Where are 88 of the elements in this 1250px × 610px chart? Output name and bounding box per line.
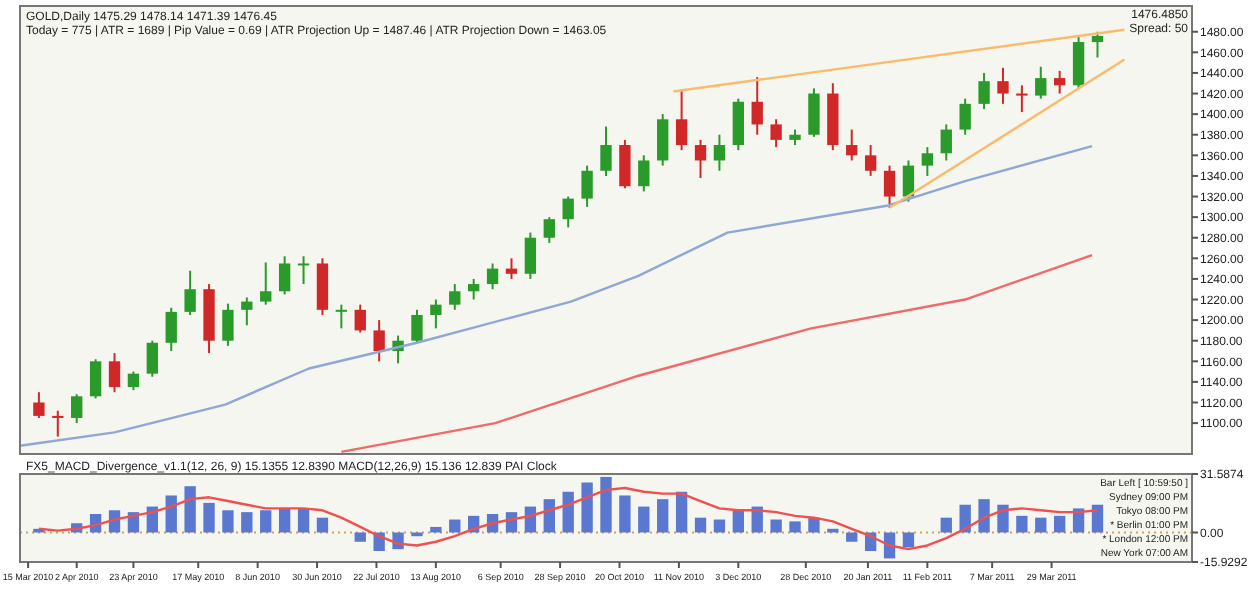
bar <box>562 491 574 533</box>
candlestick <box>430 298 442 330</box>
bar <box>241 512 253 533</box>
candlestick <box>411 308 423 344</box>
bar <box>600 476 612 533</box>
candlestick <box>373 319 385 363</box>
candlestick <box>1072 34 1085 90</box>
bar <box>638 506 650 533</box>
bar <box>846 532 858 542</box>
candlestick <box>675 88 688 152</box>
candlestick <box>619 138 631 190</box>
line-series <box>37 486 1099 551</box>
candlestick <box>1035 65 1047 100</box>
candlestick <box>808 87 820 138</box>
candlestick <box>1091 30 1104 59</box>
bar <box>657 499 669 533</box>
candlestick <box>657 113 669 167</box>
bar <box>713 519 726 533</box>
bar <box>316 517 329 533</box>
bar <box>619 495 631 533</box>
bar <box>959 504 971 533</box>
candlestick <box>33 391 45 419</box>
bar <box>184 486 196 533</box>
candlestick <box>449 283 461 311</box>
bar <box>449 519 461 533</box>
candlestick <box>1054 69 1066 95</box>
candlestick <box>600 125 612 177</box>
candlestick <box>864 144 877 177</box>
line-series <box>18 144 1094 447</box>
candlestick <box>468 277 480 301</box>
candlestick <box>505 257 518 280</box>
candlestick <box>694 138 707 179</box>
candlestick <box>278 255 291 296</box>
bar <box>940 517 952 533</box>
bar <box>978 499 990 533</box>
bar <box>1091 504 1104 533</box>
candlestick <box>751 76 763 136</box>
candlestick <box>316 257 329 316</box>
bar <box>789 521 801 533</box>
candlestick <box>940 123 952 162</box>
bar <box>732 510 744 533</box>
candlestick <box>902 159 915 203</box>
bar <box>808 517 820 533</box>
candlestick <box>846 128 858 162</box>
candlestick <box>52 409 64 438</box>
candlestick <box>146 339 158 378</box>
candlestick <box>883 164 896 209</box>
candlestick <box>222 302 234 347</box>
bar <box>581 482 593 533</box>
candlestick <box>562 195 574 229</box>
bar <box>770 519 782 533</box>
candlestick <box>1016 84 1028 114</box>
bar <box>902 532 915 548</box>
bar <box>165 495 177 533</box>
bar <box>354 532 366 542</box>
candlestick <box>260 261 272 306</box>
candlestick <box>108 352 121 394</box>
bar <box>1054 515 1066 533</box>
candlestick <box>978 71 990 110</box>
candlestick <box>543 216 555 244</box>
candlestick <box>71 393 83 425</box>
bar <box>260 510 272 533</box>
candlestick <box>335 303 348 330</box>
candlestick <box>184 269 196 316</box>
bar <box>430 526 442 533</box>
candlestick <box>241 296 253 327</box>
bar <box>203 502 215 533</box>
bar <box>222 510 234 533</box>
candlestick <box>89 358 102 400</box>
bar <box>1035 517 1047 533</box>
candlestick <box>638 154 650 193</box>
candlestick <box>770 118 782 149</box>
candlestick <box>127 370 140 392</box>
candlestick <box>165 306 177 353</box>
candlestick <box>354 303 366 334</box>
candlestick <box>997 66 1009 105</box>
bar <box>694 517 707 533</box>
bar <box>997 504 1009 533</box>
line-series <box>340 254 1094 454</box>
candlestick <box>297 255 310 286</box>
bar <box>1016 515 1028 533</box>
candlestick <box>713 133 726 172</box>
candlestick <box>524 231 537 280</box>
candlestick <box>959 97 971 136</box>
candlestick <box>921 146 934 177</box>
candlestick <box>581 164 593 208</box>
candlestick <box>732 97 744 152</box>
candlestick <box>486 262 499 291</box>
